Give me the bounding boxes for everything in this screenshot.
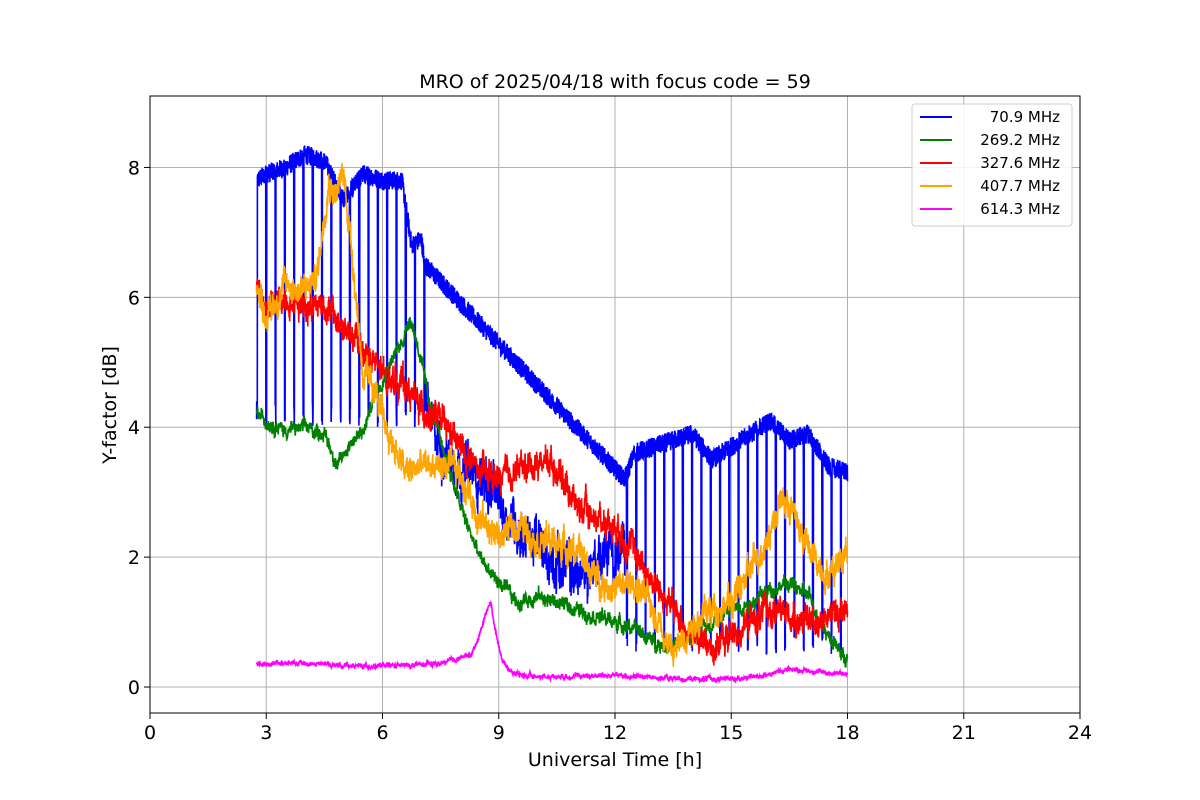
x-tick-label: 18 [835,722,859,744]
x-axis-label: Universal Time [h] [528,749,702,771]
legend-box [911,103,1073,227]
legend-entry: 70.9 MHz [990,108,1060,126]
series-4 [255,599,849,684]
x-tick-label: 15 [719,722,743,744]
x-tick-label: 3 [260,722,272,744]
y-tick-label: 8 [128,157,140,179]
series-lines [255,145,849,684]
y-axis-label: Y-factor [dB] [99,346,121,465]
y-tick-label: 6 [128,287,140,309]
x-tick-label: 0 [144,722,156,744]
legend-entry: 269.2 MHz [980,131,1060,149]
legend: 70.9 MHz 269.2 MHz 327.6 MHz 407.7 MHz 614.3… [911,103,1073,227]
series-1 [255,316,849,668]
chart-title: MRO of 2025/04/18 with focus code = 59 [419,71,811,93]
y-tick-label: 2 [128,547,140,569]
series-3 [255,163,849,667]
legend-entry: 614.3 MHz [980,200,1060,218]
legend-entry: 407.7 MHz [980,177,1060,195]
x-tick-label: 21 [952,722,976,744]
x-tick-label: 12 [603,722,627,744]
y-tick-label: 0 [128,677,140,699]
x-tick-label: 9 [493,722,505,744]
legend-entry: 327.6 MHz [980,154,1060,172]
series-2 [255,278,849,666]
x-tick-label: 24 [1068,722,1092,744]
x-tick-label: 6 [376,722,388,744]
series-line [255,316,849,668]
series-line [255,599,849,684]
series-line [255,278,849,666]
y-tick-label: 4 [128,417,140,439]
series-line-segment [255,145,849,655]
series-line [255,163,849,667]
